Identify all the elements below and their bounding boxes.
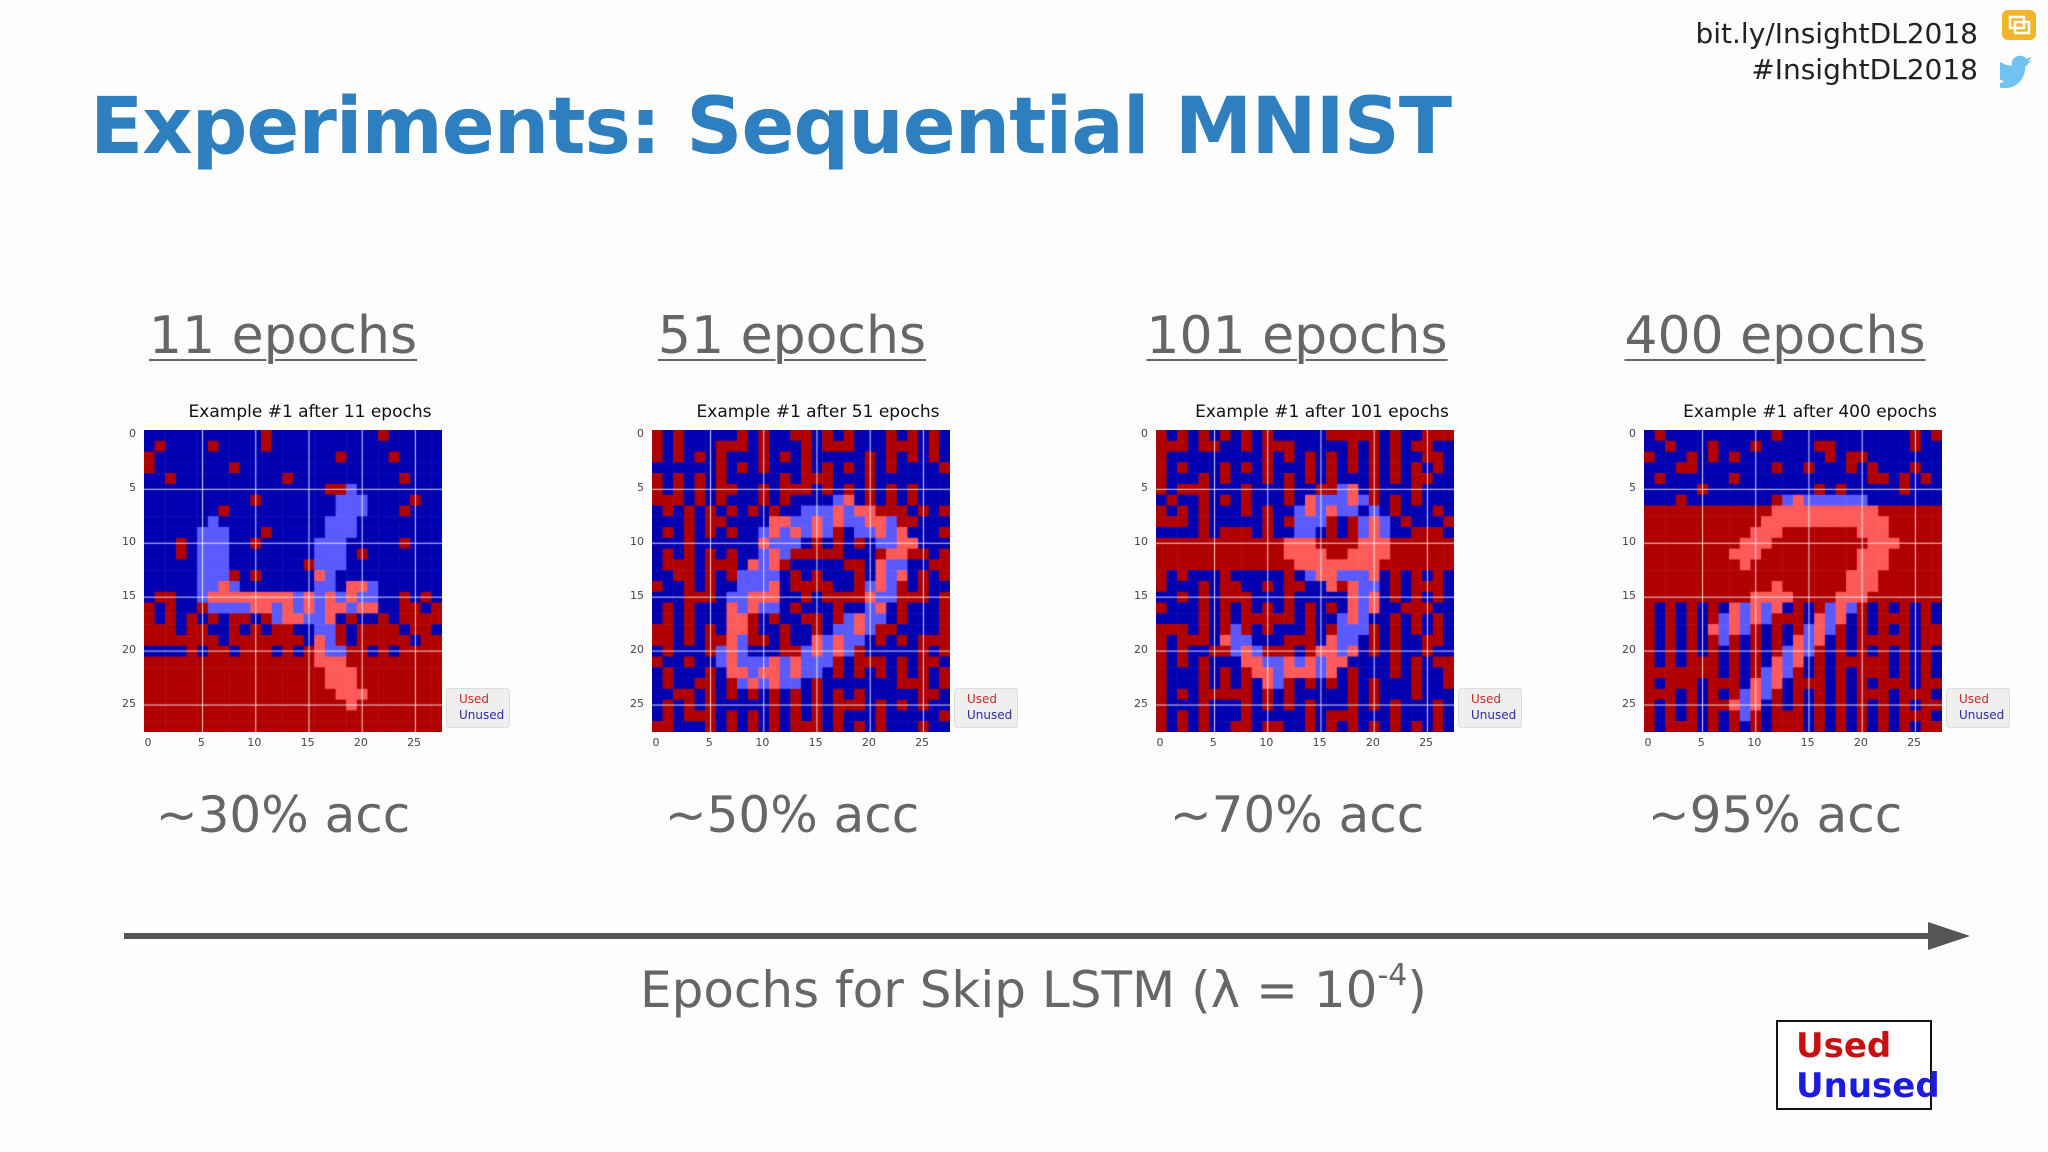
y-tick-label: 20 xyxy=(1622,642,1636,656)
x-tick-label: 20 xyxy=(1853,736,1868,749)
key-unused: Unused xyxy=(1796,1066,1940,1106)
y-tick-label: 10 xyxy=(630,534,644,548)
x-tick-label: 5 xyxy=(1697,736,1705,749)
x-tick-label: 5 xyxy=(705,736,713,749)
y-tick-label: 15 xyxy=(630,588,644,602)
legend-used: Used xyxy=(1959,692,1990,706)
usage-heatmap xyxy=(1156,430,1454,732)
legend-used: Used xyxy=(967,692,998,706)
accuracy-label: ~50% acc xyxy=(664,786,920,844)
legend-unused: Unused xyxy=(1959,708,2005,722)
x-tick-label: 10 xyxy=(1747,736,1762,749)
x-tick-label: 10 xyxy=(755,736,770,749)
usage-heatmap xyxy=(1644,430,1942,732)
hashtag: #InsightDL2018 xyxy=(1751,53,1978,86)
usage-heatmap xyxy=(144,430,442,732)
x-tick-label: 10 xyxy=(1259,736,1274,749)
legend-used: Used xyxy=(459,692,490,706)
plot-legend: Used Unused xyxy=(954,688,1018,728)
legend-unused: Unused xyxy=(1471,708,1517,722)
epochs-heading: 51 epochs xyxy=(657,306,927,366)
axis-label-close: ) xyxy=(1407,961,1427,1019)
y-tick-label: 5 xyxy=(637,480,644,494)
y-tick-label: 15 xyxy=(1622,588,1636,602)
y-tick-label: 15 xyxy=(122,588,136,602)
accuracy-label: ~70% acc xyxy=(1169,786,1425,844)
axis-label-exponent: -4 xyxy=(1377,958,1408,993)
x-tick-label: 25 xyxy=(1419,736,1434,749)
slide-title: Experiments: Sequential MNIST xyxy=(90,82,1452,172)
accuracy-label: ~30% acc xyxy=(155,786,411,844)
y-tick-label: 20 xyxy=(630,642,644,656)
epochs-heading: 400 epochs xyxy=(1624,306,1926,366)
axis-label-main: Epochs for Skip LSTM (λ = 10 xyxy=(640,961,1378,1019)
x-tick-label: 20 xyxy=(353,736,368,749)
y-tick-label: 5 xyxy=(1629,480,1636,494)
y-tick-label: 20 xyxy=(1134,642,1148,656)
epochs-heading: 11 epochs xyxy=(148,306,418,366)
y-tick-label: 25 xyxy=(122,696,136,710)
x-tick-label: 15 xyxy=(300,736,315,749)
x-tick-label: 10 xyxy=(247,736,262,749)
legend-unused: Unused xyxy=(459,708,505,722)
y-tick-label: 0 xyxy=(129,427,136,440)
heatmap-panel: Example #1 after 101 epochs Used Unused 0… xyxy=(1122,402,1582,752)
plot-title: Example #1 after 101 epochs xyxy=(1195,402,1449,422)
x-tick-label: 0 xyxy=(1156,736,1164,749)
x-tick-label: 5 xyxy=(197,736,205,749)
y-tick-label: 25 xyxy=(630,696,644,710)
x-tick-label: 25 xyxy=(1907,736,1922,749)
twitter-bird-icon xyxy=(2000,55,2033,88)
y-tick-label: 25 xyxy=(1622,696,1636,710)
x-tick-label: 25 xyxy=(407,736,422,749)
y-tick-label: 20 xyxy=(122,642,136,656)
accuracy-label: ~95% acc xyxy=(1647,786,1903,844)
x-tick-label: 5 xyxy=(1209,736,1217,749)
x-tick-label: 20 xyxy=(861,736,876,749)
y-tick-label: 10 xyxy=(1622,534,1636,548)
corner-links: bit.ly/InsightDL2018 #InsightDL2018 xyxy=(1695,16,1978,88)
y-tick-label: 0 xyxy=(1141,427,1148,440)
heatmap-panel: Example #1 after 11 epochs Used Unused 0 5… xyxy=(110,402,570,752)
color-key: Used Unused xyxy=(1776,1020,1940,1110)
usage-heatmap xyxy=(652,430,950,732)
x-tick-label: 0 xyxy=(144,736,152,749)
legend-used: Used xyxy=(1471,692,1502,706)
x-tick-label: 15 xyxy=(1800,736,1815,749)
epochs-heading: 101 epochs xyxy=(1146,306,1448,366)
x-tick-label: 20 xyxy=(1365,736,1380,749)
plot-legend: Used Unused xyxy=(1946,688,2010,728)
y-tick-label: 0 xyxy=(1629,427,1636,440)
x-tick-label: 25 xyxy=(915,736,930,749)
y-tick-label: 15 xyxy=(1134,588,1148,602)
y-tick-label: 25 xyxy=(1134,696,1148,710)
x-tick-label: 0 xyxy=(1644,736,1652,749)
y-tick-label: 5 xyxy=(1141,480,1148,494)
plot-title: Example #1 after 11 epochs xyxy=(188,402,432,422)
y-tick-label: 5 xyxy=(129,480,136,494)
axis-label: Epochs for Skip LSTM (λ = 10-4) xyxy=(640,958,1427,1019)
plot-title: Example #1 after 400 epochs xyxy=(1683,402,1937,422)
y-tick-label: 10 xyxy=(1134,534,1148,548)
heatmap-panel: Example #1 after 400 epochs Used Unused 0… xyxy=(1610,402,2048,752)
short-link[interactable]: bit.ly/InsightDL2018 xyxy=(1695,17,1978,50)
arrow-right-icon xyxy=(124,922,1970,950)
slides-icon xyxy=(2002,10,2036,40)
key-used: Used xyxy=(1796,1026,1892,1066)
x-tick-label: 15 xyxy=(1312,736,1327,749)
y-tick-label: 0 xyxy=(637,427,644,440)
y-tick-label: 10 xyxy=(122,534,136,548)
legend-unused: Unused xyxy=(967,708,1013,722)
plot-title: Example #1 after 51 epochs xyxy=(696,402,940,422)
heatmap-panel: Example #1 after 51 epochs Used Unused 0 5… xyxy=(618,402,1078,752)
plot-legend: Used Unused xyxy=(1458,688,1522,728)
plot-legend: Used Unused xyxy=(446,688,510,728)
x-tick-label: 0 xyxy=(652,736,660,749)
x-tick-label: 15 xyxy=(808,736,823,749)
